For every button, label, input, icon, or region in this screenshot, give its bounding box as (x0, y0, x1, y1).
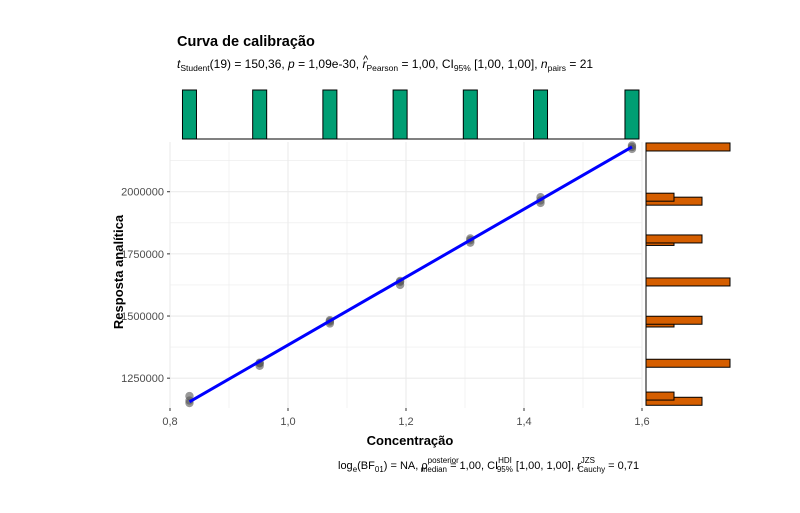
chart-subtitle: tStudent(19) = 150,36, p = 1,09e-30, rPe… (177, 57, 593, 73)
regression-line (188, 145, 633, 404)
subtitle-t: t (177, 57, 181, 71)
y-hist-bar (645, 358, 731, 368)
x-hist-bar (181, 89, 197, 140)
x-hist-bar (462, 89, 478, 140)
grid (169, 142, 643, 408)
caption-r-sub: Cauchy (578, 465, 605, 474)
y-axis-ticks: 1250000 1500000 1750000 2000000 (121, 187, 170, 385)
data-point (185, 391, 194, 401)
caption-rho-value: = 1,00, CI (447, 460, 498, 472)
subtitle-stat: (19) = 150,36, (210, 57, 288, 71)
x-tick-label: 1,6 (634, 416, 649, 428)
subtitle-r: r (362, 57, 367, 71)
caption-bf-sub: 01 (375, 465, 384, 474)
x-hist-bar (624, 89, 640, 140)
x-tick-label: 1,2 (398, 416, 413, 428)
caption-bf: (BF (357, 460, 375, 472)
subtitle-r-value: = 1,00, CI (398, 57, 454, 71)
caption-bf-value: ) = NA, (384, 460, 422, 472)
subtitle-ci-sub: 95% (454, 63, 471, 73)
x-axis-ticks: 0,8 1,0 1,2 1,4 1,6 (162, 408, 650, 428)
caption-ci-value: [1,00, 1,00], (513, 460, 577, 472)
caption-rho: ρ (421, 460, 427, 472)
subtitle-r-sub: Pearson (366, 63, 398, 73)
x-hist-bar (252, 89, 268, 140)
x-tick-label: 0,8 (162, 416, 177, 428)
subtitle-n: n (541, 57, 548, 71)
y-marginal-histogram (645, 142, 731, 406)
caption-r-value: = 0,71 (605, 460, 639, 472)
y-hist-bar (645, 142, 731, 152)
y-hist-bar (645, 234, 703, 244)
caption-ci-sup: HDI (498, 456, 512, 465)
y-hist-bar (645, 192, 675, 202)
chart-title: Curva de calibração (177, 34, 315, 50)
subtitle-n-sub: pairs (548, 63, 566, 73)
caption-r-sup: JZS (581, 456, 595, 465)
subtitle-p: p (287, 57, 295, 71)
x-hist-bar (392, 89, 408, 140)
x-hist-bar (533, 89, 549, 140)
x-tick-label: 1,4 (516, 416, 531, 428)
subtitle-ci-value: [1,00, 1,00], (471, 57, 541, 71)
y-tick-label: 1750000 (121, 249, 164, 261)
x-hist-bar (322, 89, 338, 140)
y-hist-bar (645, 315, 703, 325)
subtitle-n-value: = 21 (566, 57, 593, 71)
caption-ci-sub: 95% (497, 465, 513, 474)
y-tick-label: 1500000 (121, 311, 164, 323)
caption-log-sub: e (353, 465, 358, 474)
subtitle-t-sub: Student (180, 63, 210, 73)
caption-rho-sub: median (421, 465, 447, 474)
y-tick-label: 2000000 (121, 187, 164, 199)
subtitle-r-hat: ^ (363, 54, 369, 66)
y-tick-label: 1250000 (121, 373, 164, 385)
x-tick-label: 1,0 (280, 416, 295, 428)
x-marginal-histogram (181, 89, 640, 140)
chart-caption: loge(BF01) = NA, ρposterior median = 1,00… (338, 456, 639, 474)
subtitle-p-value: = 1,09e-30, (295, 57, 363, 71)
caption-r: r (577, 460, 582, 472)
y-hist-bar (645, 277, 731, 287)
y-axis-label: Resposta analítica (111, 214, 126, 329)
caption-log: log (338, 460, 353, 472)
y-hist-bar (645, 391, 675, 401)
caption-rho-sup: posterior (428, 456, 459, 465)
x-axis-label: Concentração (367, 433, 454, 448)
